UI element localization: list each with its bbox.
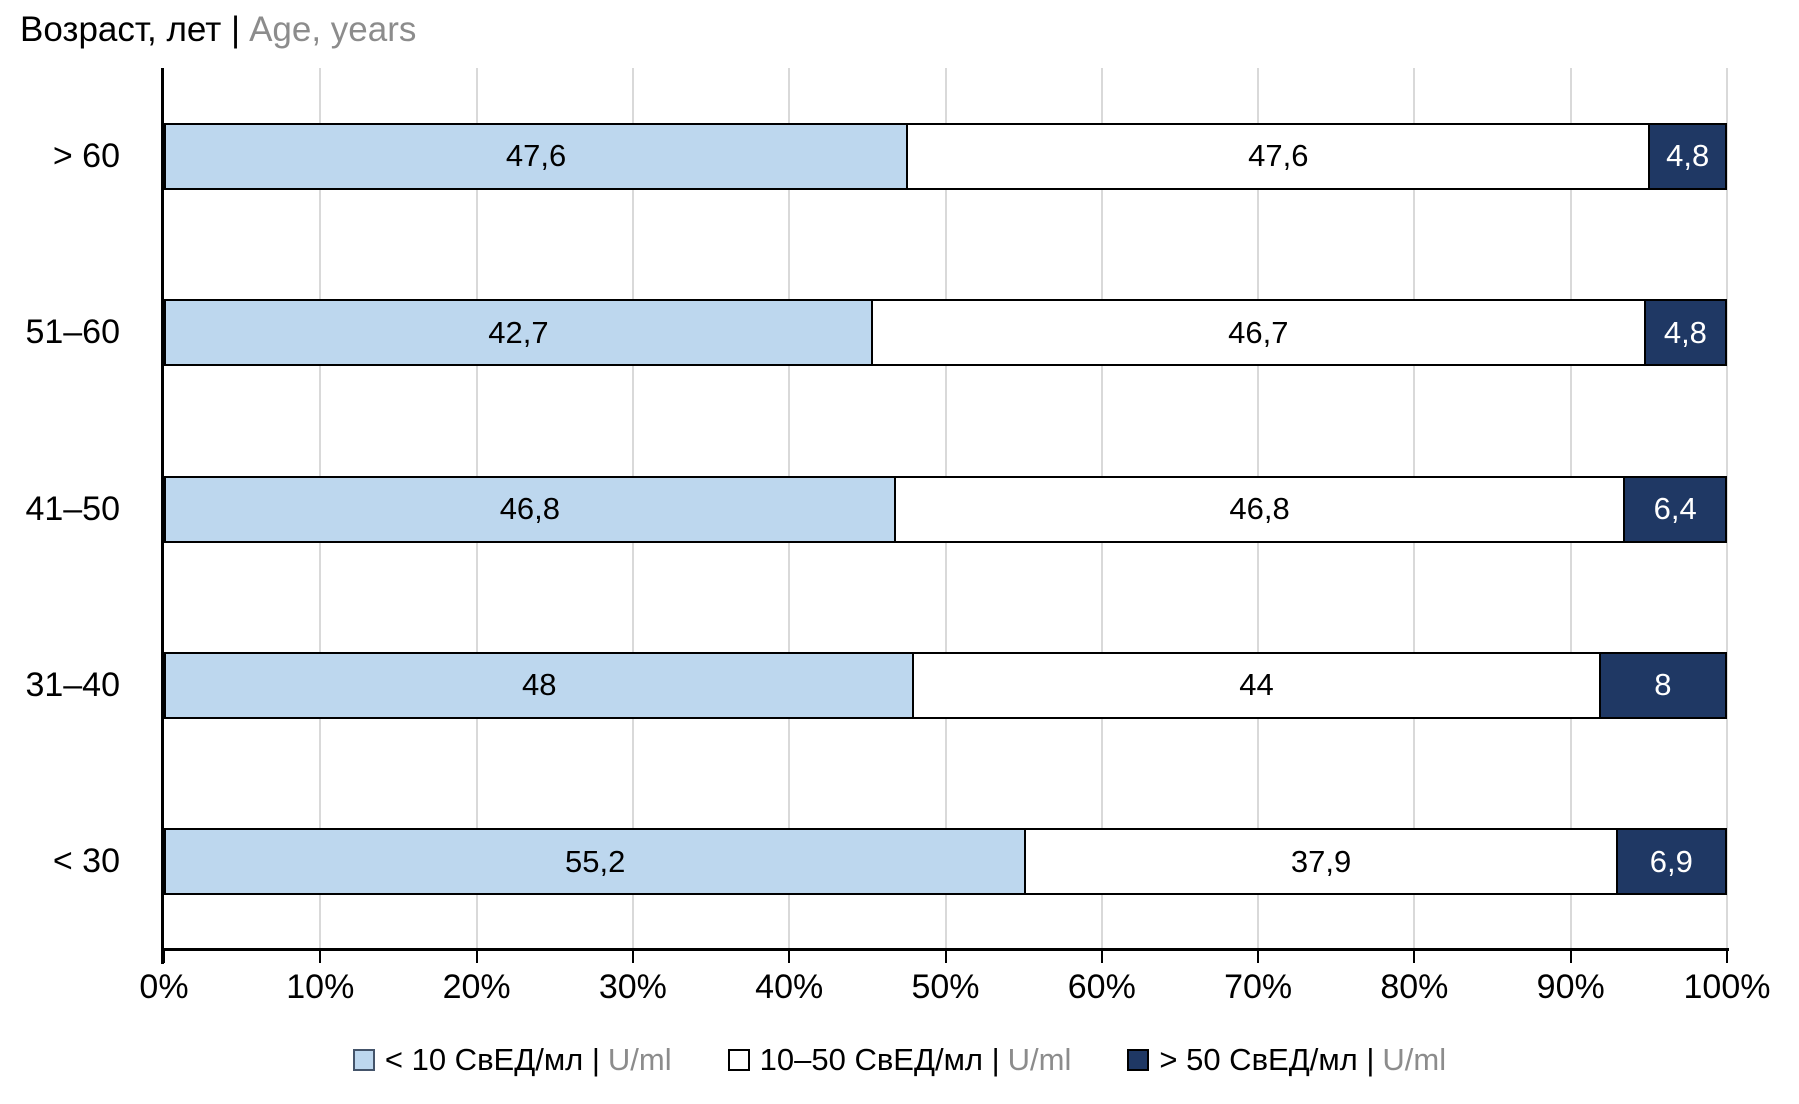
- bar-segment: 44: [912, 651, 1601, 719]
- bar-segment-label: 8: [1654, 667, 1672, 703]
- axis-tick-label: 0%: [139, 968, 189, 1006]
- axis-tick: [475, 950, 478, 963]
- category-label: 41–50: [25, 489, 120, 528]
- legend-unit: U/ml: [1382, 1042, 1447, 1077]
- bar-rows: 47,6 47,6 4,8 42,7 46,7 4,8 46,8 46,8 6,4 48 44 8 55…: [164, 68, 1728, 950]
- category-label: < 30: [52, 842, 120, 881]
- bar-band: 46,8 46,8 6,4: [164, 421, 1727, 597]
- legend: < 10 СвЕД/мл | U/ml 10–50 СвЕД/мл | U/ml > 5…: [0, 1042, 1799, 1078]
- bar-segment-label: 47,6: [1248, 138, 1309, 174]
- x-axis-ticks: [163, 950, 1728, 964]
- category-label: 51–60: [25, 313, 120, 352]
- axis-tick-label: 90%: [1536, 968, 1605, 1006]
- bar-segment: 8: [1598, 651, 1728, 719]
- bar-row: 42,7 46,7 4,8: [164, 299, 1727, 367]
- bar-segment: 47,6: [906, 122, 1651, 190]
- axis-tick: [1413, 950, 1416, 963]
- legend-swatch-icon: [1127, 1049, 1150, 1071]
- x-axis-line: [161, 948, 1729, 951]
- bar-segment-label: 6,9: [1649, 843, 1693, 879]
- y-axis-line: [161, 68, 164, 964]
- axis-tick-label: 80%: [1380, 968, 1449, 1006]
- chart-title: Возраст, лет | Age, years: [20, 10, 416, 50]
- axis-tick-label: 20%: [442, 968, 511, 1006]
- bar-segment-label: 6,4: [1653, 491, 1697, 527]
- bar-segment-label: 46,7: [1228, 314, 1289, 350]
- axis-tick: [1100, 950, 1103, 963]
- bar-segment: 4,8: [1643, 299, 1727, 367]
- bar-segment: 46,8: [164, 475, 896, 543]
- bar-segment: 46,8: [893, 475, 1626, 543]
- bar-segment-label: 4,8: [1666, 138, 1710, 174]
- axis-tick: [631, 950, 634, 963]
- axis-tick: [163, 950, 165, 963]
- category-label: > 60: [52, 136, 120, 175]
- bar-band: 55,2 37,9 6,9: [164, 774, 1727, 950]
- x-axis-tick-labels: 0% 10% 20% 30% 40% 50% 60% 70% 80% 90% 100%: [139, 968, 1770, 1008]
- plot-area: 47,6 47,6 4,8 42,7 46,7 4,8 46,8 46,8 6,4 48 44 8 55…: [164, 68, 1728, 950]
- axis-tick-label: 60%: [1067, 968, 1136, 1006]
- axis-tick: [1569, 950, 1572, 963]
- bar-segment: 6,9: [1615, 828, 1727, 896]
- bar-segment: 47,6: [164, 122, 909, 190]
- category-axis-labels: > 60 51–60 41–50 31–40 < 30: [0, 68, 146, 950]
- bar-segment: 37,9: [1024, 828, 1618, 896]
- bar-segment-label: 42,7: [488, 314, 549, 350]
- axis-tick-label: 30%: [598, 968, 667, 1006]
- bar-band: 47,6 47,6 4,8: [164, 68, 1728, 244]
- category-label: 31–40: [25, 665, 120, 704]
- legend-label: > 50 СвЕД/мл |: [1159, 1042, 1375, 1077]
- legend-label: 10–50 СвЕД/мл |: [759, 1042, 1000, 1077]
- bar-segment: 48: [164, 651, 915, 719]
- legend-item: < 10 СвЕД/мл | U/ml: [352, 1042, 672, 1078]
- bar-segment-label: 47,6: [505, 138, 567, 174]
- bar-segment: 42,7: [164, 299, 873, 367]
- chart-title-primary: Возраст, лет |: [20, 10, 241, 49]
- bar-row: 55,2 37,9 6,9: [164, 828, 1727, 896]
- bar-band: 48 44 8: [164, 597, 1728, 773]
- legend-item: > 50 СвЕД/мл | U/ml: [1127, 1042, 1446, 1078]
- axis-tick: [788, 950, 791, 963]
- bar-segment-label: 46,8: [1229, 491, 1290, 527]
- legend-swatch-icon: [727, 1049, 750, 1071]
- bar-segment-label: 46,8: [499, 491, 561, 527]
- bar-segment: 4,8: [1648, 122, 1728, 190]
- bar-row: 48 44 8: [164, 651, 1728, 719]
- axis-tick: [1726, 950, 1728, 963]
- axis-tick-label: 70%: [1224, 968, 1293, 1006]
- bar-segment: 46,7: [870, 299, 1646, 367]
- axis-tick-label: 40%: [755, 968, 824, 1006]
- axis-tick-label: 50%: [911, 968, 980, 1006]
- bar-segment-label: 37,9: [1290, 843, 1352, 879]
- bar-segment-label: 44: [1239, 667, 1274, 703]
- bar-row: 46,8 46,8 6,4: [164, 475, 1727, 543]
- bar-segment-label: 4,8: [1663, 314, 1707, 350]
- axis-tick-label: 100%: [1683, 968, 1771, 1006]
- bar-segment-label: 48: [521, 667, 557, 703]
- gridline: [1726, 68, 1728, 950]
- chart-title-secondary: Age, years: [249, 10, 417, 49]
- axis-tick: [319, 950, 322, 963]
- bar-band: 42,7 46,7 4,8: [164, 244, 1727, 420]
- axis-tick: [944, 950, 947, 963]
- bar-segment-label: 55,2: [565, 843, 626, 879]
- legend-swatch-icon: [352, 1049, 375, 1071]
- bar-segment: 55,2: [164, 828, 1027, 896]
- legend-unit: U/ml: [607, 1042, 672, 1077]
- legend-item: 10–50 СвЕД/мл | U/ml: [727, 1042, 1072, 1078]
- bar-row: 47,6 47,6 4,8: [164, 122, 1728, 190]
- legend-label: < 10 СвЕД/мл |: [384, 1042, 600, 1077]
- legend-unit: U/ml: [1007, 1042, 1072, 1077]
- axis-tick: [1257, 950, 1260, 963]
- bar-segment: 6,4: [1623, 475, 1727, 543]
- axis-tick-label: 10%: [286, 968, 355, 1006]
